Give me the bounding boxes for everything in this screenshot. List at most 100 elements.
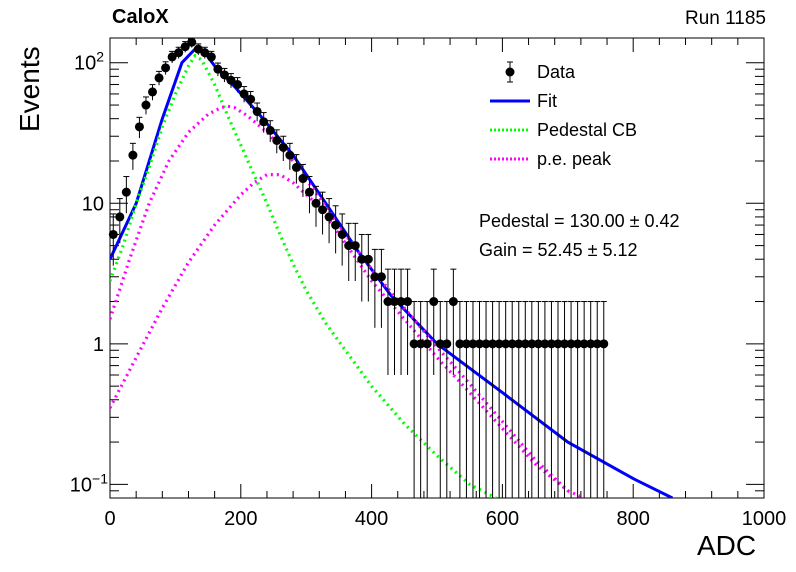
data-point xyxy=(573,339,583,349)
y-tick-label: 10 xyxy=(82,193,104,215)
data-point xyxy=(278,142,288,152)
data-point xyxy=(324,212,334,222)
axis-ticks: 0 200 400 600 800 1000 10−1 1 10 102 xyxy=(70,38,786,530)
legend-label: p.e. peak xyxy=(537,149,612,169)
data-point xyxy=(376,272,386,282)
legend-label: Fit xyxy=(537,91,557,111)
pe-peak-curve xyxy=(110,173,569,493)
legend: Data Fit Pedestal CB p.e. peak xyxy=(490,61,637,169)
data-point xyxy=(579,339,589,349)
y-tick-label: 102 xyxy=(74,49,104,75)
data-point xyxy=(213,64,223,74)
data-point xyxy=(180,42,190,52)
x-tick-label: 600 xyxy=(486,508,519,530)
x-tick-label: 400 xyxy=(355,508,388,530)
data-point xyxy=(246,94,256,104)
data-point xyxy=(389,297,399,307)
data-point xyxy=(337,229,347,239)
data-point xyxy=(396,297,406,307)
data-point xyxy=(219,70,229,80)
x-tick-label: 800 xyxy=(617,508,650,530)
data-point xyxy=(141,100,151,110)
data-point xyxy=(455,339,465,349)
y-tick-label: 1 xyxy=(93,334,104,356)
data-point xyxy=(272,135,282,145)
data-point xyxy=(468,339,478,349)
data-point xyxy=(442,339,452,349)
pedestal-curve xyxy=(110,53,497,498)
series-layer xyxy=(108,37,674,498)
data-point xyxy=(592,339,602,349)
data-point xyxy=(285,150,295,160)
data-point xyxy=(265,125,275,135)
data-point xyxy=(520,339,530,349)
x-tick-label: 1000 xyxy=(742,508,787,530)
data-point xyxy=(481,339,491,349)
legend-data-marker xyxy=(505,67,515,77)
data-point xyxy=(461,339,471,349)
data-point xyxy=(311,198,321,208)
fit-result-pedestal: Pedestal = 130.00 ± 0.42 xyxy=(479,211,680,231)
data-point xyxy=(553,339,563,349)
data-point xyxy=(134,122,144,132)
legend-label: Pedestal CB xyxy=(537,120,637,140)
data-point xyxy=(416,339,426,349)
pedestal-curve xyxy=(110,104,585,498)
fit-result-gain: Gain = 52.45 ± 5.12 xyxy=(479,240,638,260)
data-point xyxy=(128,150,138,160)
data-point xyxy=(174,48,184,58)
data-point xyxy=(108,229,118,239)
data-point xyxy=(507,339,517,349)
data-point xyxy=(259,117,269,127)
data-point xyxy=(115,212,125,222)
data-point xyxy=(435,339,445,349)
x-tick-label: 200 xyxy=(224,508,257,530)
data-point xyxy=(226,75,236,85)
data-point xyxy=(488,339,498,349)
data-point xyxy=(501,339,511,349)
plot-border xyxy=(109,37,765,499)
data-point xyxy=(206,52,216,62)
data-point xyxy=(586,339,596,349)
data-point xyxy=(546,339,556,349)
plot-frame xyxy=(109,37,765,499)
data-point xyxy=(409,339,419,349)
data-point xyxy=(200,48,210,58)
data-point xyxy=(331,220,341,230)
y-tick-label: 10−1 xyxy=(70,470,108,496)
data-point xyxy=(252,106,262,116)
data-point xyxy=(318,205,328,215)
data-point xyxy=(422,339,432,349)
data-point xyxy=(233,80,243,90)
data-point xyxy=(304,187,314,197)
y-axis-label: Events xyxy=(14,46,45,132)
legend-label: Data xyxy=(537,62,576,82)
data-point xyxy=(429,297,439,307)
data-point xyxy=(599,339,609,349)
data-point xyxy=(494,339,504,349)
data-point xyxy=(566,339,576,349)
data-point xyxy=(514,339,524,349)
x-axis-label: ADC xyxy=(697,530,757,561)
x-tick-label: 0 xyxy=(104,508,115,530)
data-point xyxy=(533,339,543,349)
data-point xyxy=(527,339,537,349)
data-point xyxy=(448,297,458,307)
data-point xyxy=(239,89,249,99)
plot-title: CaloX xyxy=(112,6,169,28)
fit-curve xyxy=(110,47,674,498)
data-point xyxy=(148,87,158,97)
data-point xyxy=(383,297,393,307)
data-point xyxy=(298,174,308,184)
data-point xyxy=(291,162,301,172)
data-point xyxy=(370,272,380,282)
data-point xyxy=(350,241,360,251)
run-label: Run 1185 xyxy=(685,8,766,29)
data-point xyxy=(187,37,197,47)
data-point xyxy=(560,339,570,349)
data-point xyxy=(154,73,164,83)
data-point xyxy=(357,254,367,264)
data-point xyxy=(167,52,177,62)
data-point xyxy=(540,339,550,349)
